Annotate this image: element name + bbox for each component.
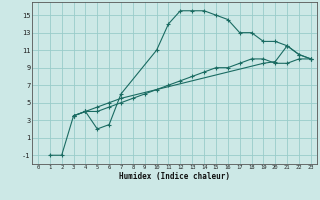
X-axis label: Humidex (Indice chaleur): Humidex (Indice chaleur) xyxy=(119,172,230,181)
